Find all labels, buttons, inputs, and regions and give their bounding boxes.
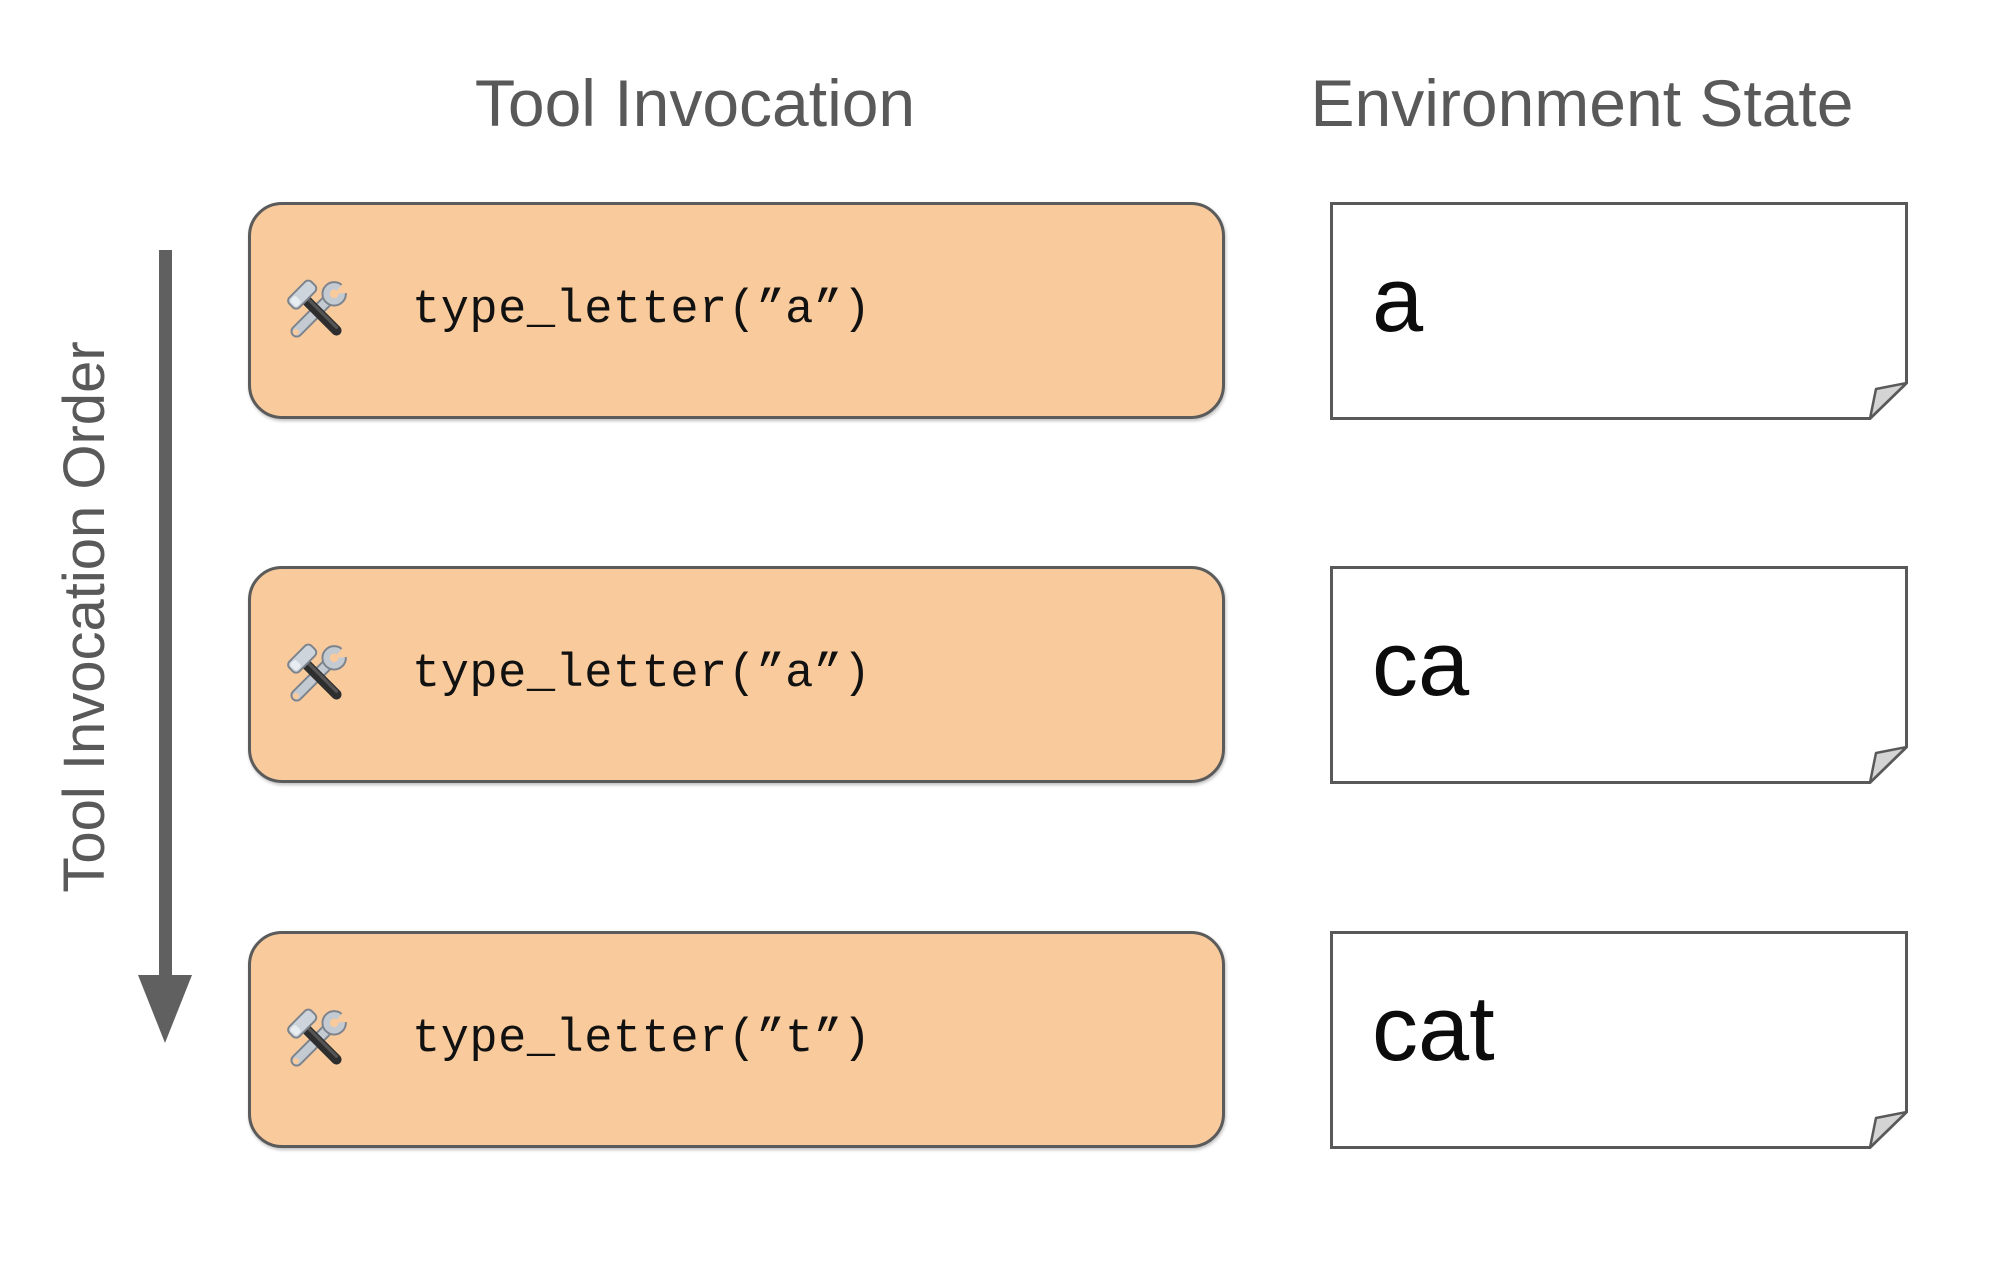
environment-state-card: cat (1330, 931, 1908, 1149)
tool-invocation-box: type_letter(”t”) (248, 931, 1225, 1148)
tool-call-text: type_letter(”a”) (412, 648, 872, 701)
environment-state-card: a (1330, 202, 1908, 420)
tool-call-text: type_letter(”t”) (412, 1013, 872, 1066)
hammer-and-wrench-icon (287, 638, 356, 702)
environment-state-header: Environment State (1310, 66, 1854, 140)
order-arrow-head-icon (138, 975, 192, 1043)
note-shape (1330, 931, 1908, 1149)
note-shape (1330, 566, 1908, 784)
environment-state-text: ca (1372, 613, 1470, 715)
environment-state-text: cat (1372, 978, 1495, 1080)
hammer-and-wrench-icon (287, 274, 356, 338)
order-arrow-line (159, 250, 172, 977)
tool-invocation-box: type_letter(”a”) (248, 202, 1225, 419)
hammer-and-wrench-icon (287, 1003, 356, 1067)
environment-state-card: ca (1330, 566, 1908, 784)
tool-call-text: type_letter(”a”) (412, 284, 872, 337)
tool-invocation-header: Tool Invocation (474, 66, 916, 140)
environment-state-text: a (1372, 249, 1424, 351)
tool-invocation-order-label: Tool Invocation Order (52, 341, 117, 893)
note-shape (1330, 202, 1908, 420)
tool-invocation-box: type_letter(”a”) (248, 566, 1225, 783)
